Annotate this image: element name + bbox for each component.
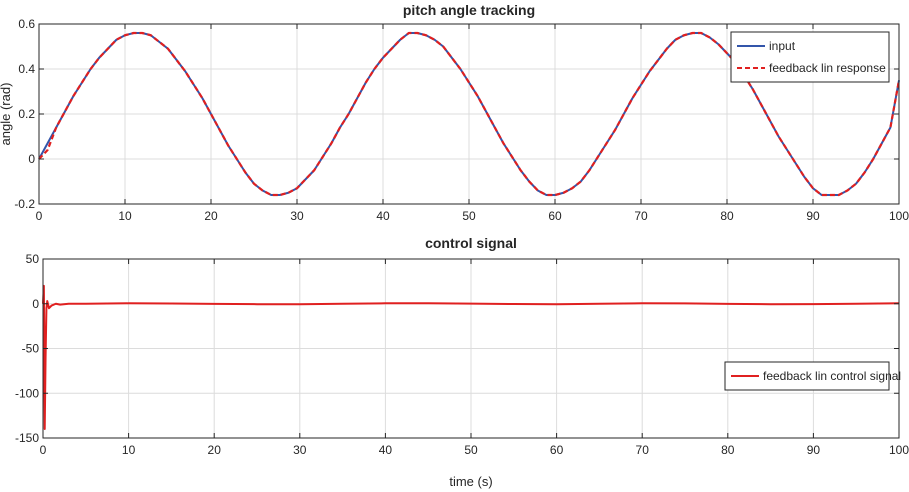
y-tick-label: 0.6 [18,17,35,31]
y-tick-label: -0.2 [14,197,35,211]
series-line-2 [38,31,901,197]
x-tick-label: 50 [462,209,476,223]
legend: input feedback lin response [730,31,890,83]
y-tick-label: -150 [15,431,39,445]
x-tick-label: 0 [40,443,47,457]
x-tick-label: 50 [464,443,478,457]
legend-box [730,31,890,83]
x-tick-label: 20 [208,443,222,457]
x-axis-label: time (s) [449,474,492,489]
x-tick-label: 20 [204,209,218,223]
x-tick-label: 0 [36,209,43,223]
chart-title: control signal [425,235,517,251]
x-tick-label: 30 [290,209,304,223]
x-tick-label: 70 [636,443,650,457]
x-tick-label: 80 [720,209,734,223]
chart-panel-1: 0 10 20 30 40 50 60 70 80 90 100-0.200.20.40.6pitc… [0,2,909,223]
legend-label: input [769,39,796,53]
legend: feedback lin control signal [724,361,901,391]
x-tick-label: 30 [293,443,307,457]
x-tick-label: 70 [634,209,648,223]
y-tick-label: -100 [15,386,39,400]
x-tick-label: 10 [122,443,136,457]
x-tick-label: 40 [379,443,393,457]
y-tick-label: 0.2 [18,107,35,121]
x-tick-label: 90 [807,443,821,457]
y-tick-label: 0 [32,297,39,311]
x-tick-label: 40 [376,209,390,223]
y-tick-label: 50 [26,252,40,266]
x-tick-label: 80 [721,443,735,457]
y-axis-label: angle (rad) [0,83,13,146]
series-line-1 [42,284,900,431]
x-tick-label: 60 [548,209,562,223]
x-tick-label: 100 [889,209,909,223]
y-tick-label: -50 [22,342,40,356]
chart-title: pitch angle tracking [403,2,535,18]
x-tick-label: 90 [806,209,820,223]
legend-label: feedback lin control signal [763,369,901,383]
x-tick-label: 10 [118,209,132,223]
y-tick-label: 0.4 [18,62,35,76]
x-tick-label: 60 [550,443,564,457]
legend-label: feedback lin response [769,61,886,75]
chart-panel-2: 0 10 20 30 40 50 60 70 80 90 100 -150 -100 -50 0 50 cont… [15,235,909,489]
legend-box [724,361,890,391]
x-tick-label: 100 [889,443,909,457]
y-tick-label: 0 [28,152,35,166]
